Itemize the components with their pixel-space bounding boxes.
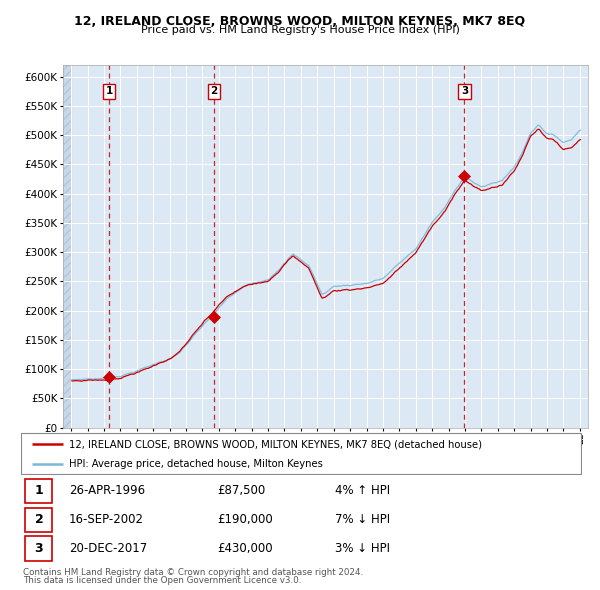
Text: 2: 2 xyxy=(35,513,43,526)
Text: 3: 3 xyxy=(35,542,43,555)
FancyBboxPatch shape xyxy=(21,433,581,474)
Text: 3% ↓ HPI: 3% ↓ HPI xyxy=(335,542,390,555)
Text: £87,500: £87,500 xyxy=(217,484,266,497)
Text: 2: 2 xyxy=(211,86,218,96)
Text: 26-APR-1996: 26-APR-1996 xyxy=(68,484,145,497)
Text: £430,000: £430,000 xyxy=(217,542,273,555)
Text: £190,000: £190,000 xyxy=(217,513,273,526)
Text: 20-DEC-2017: 20-DEC-2017 xyxy=(68,542,147,555)
Text: HPI: Average price, detached house, Milton Keynes: HPI: Average price, detached house, Milt… xyxy=(68,460,323,469)
Text: 7% ↓ HPI: 7% ↓ HPI xyxy=(335,513,390,526)
Text: 1: 1 xyxy=(35,484,43,497)
Text: 1: 1 xyxy=(106,86,113,96)
Text: 16-SEP-2002: 16-SEP-2002 xyxy=(68,513,143,526)
Text: 12, IRELAND CLOSE, BROWNS WOOD, MILTON KEYNES, MK7 8EQ: 12, IRELAND CLOSE, BROWNS WOOD, MILTON K… xyxy=(74,15,526,28)
Text: This data is licensed under the Open Government Licence v3.0.: This data is licensed under the Open Gov… xyxy=(23,576,301,585)
FancyBboxPatch shape xyxy=(25,507,52,532)
Text: 4% ↑ HPI: 4% ↑ HPI xyxy=(335,484,390,497)
FancyBboxPatch shape xyxy=(25,478,52,503)
Text: 12, IRELAND CLOSE, BROWNS WOOD, MILTON KEYNES, MK7 8EQ (detached house): 12, IRELAND CLOSE, BROWNS WOOD, MILTON K… xyxy=(68,440,482,450)
Text: Price paid vs. HM Land Registry's House Price Index (HPI): Price paid vs. HM Land Registry's House … xyxy=(140,25,460,35)
FancyBboxPatch shape xyxy=(25,536,52,561)
Text: 3: 3 xyxy=(461,86,468,96)
Bar xyxy=(63,65,71,428)
Text: Contains HM Land Registry data © Crown copyright and database right 2024.: Contains HM Land Registry data © Crown c… xyxy=(23,568,363,576)
